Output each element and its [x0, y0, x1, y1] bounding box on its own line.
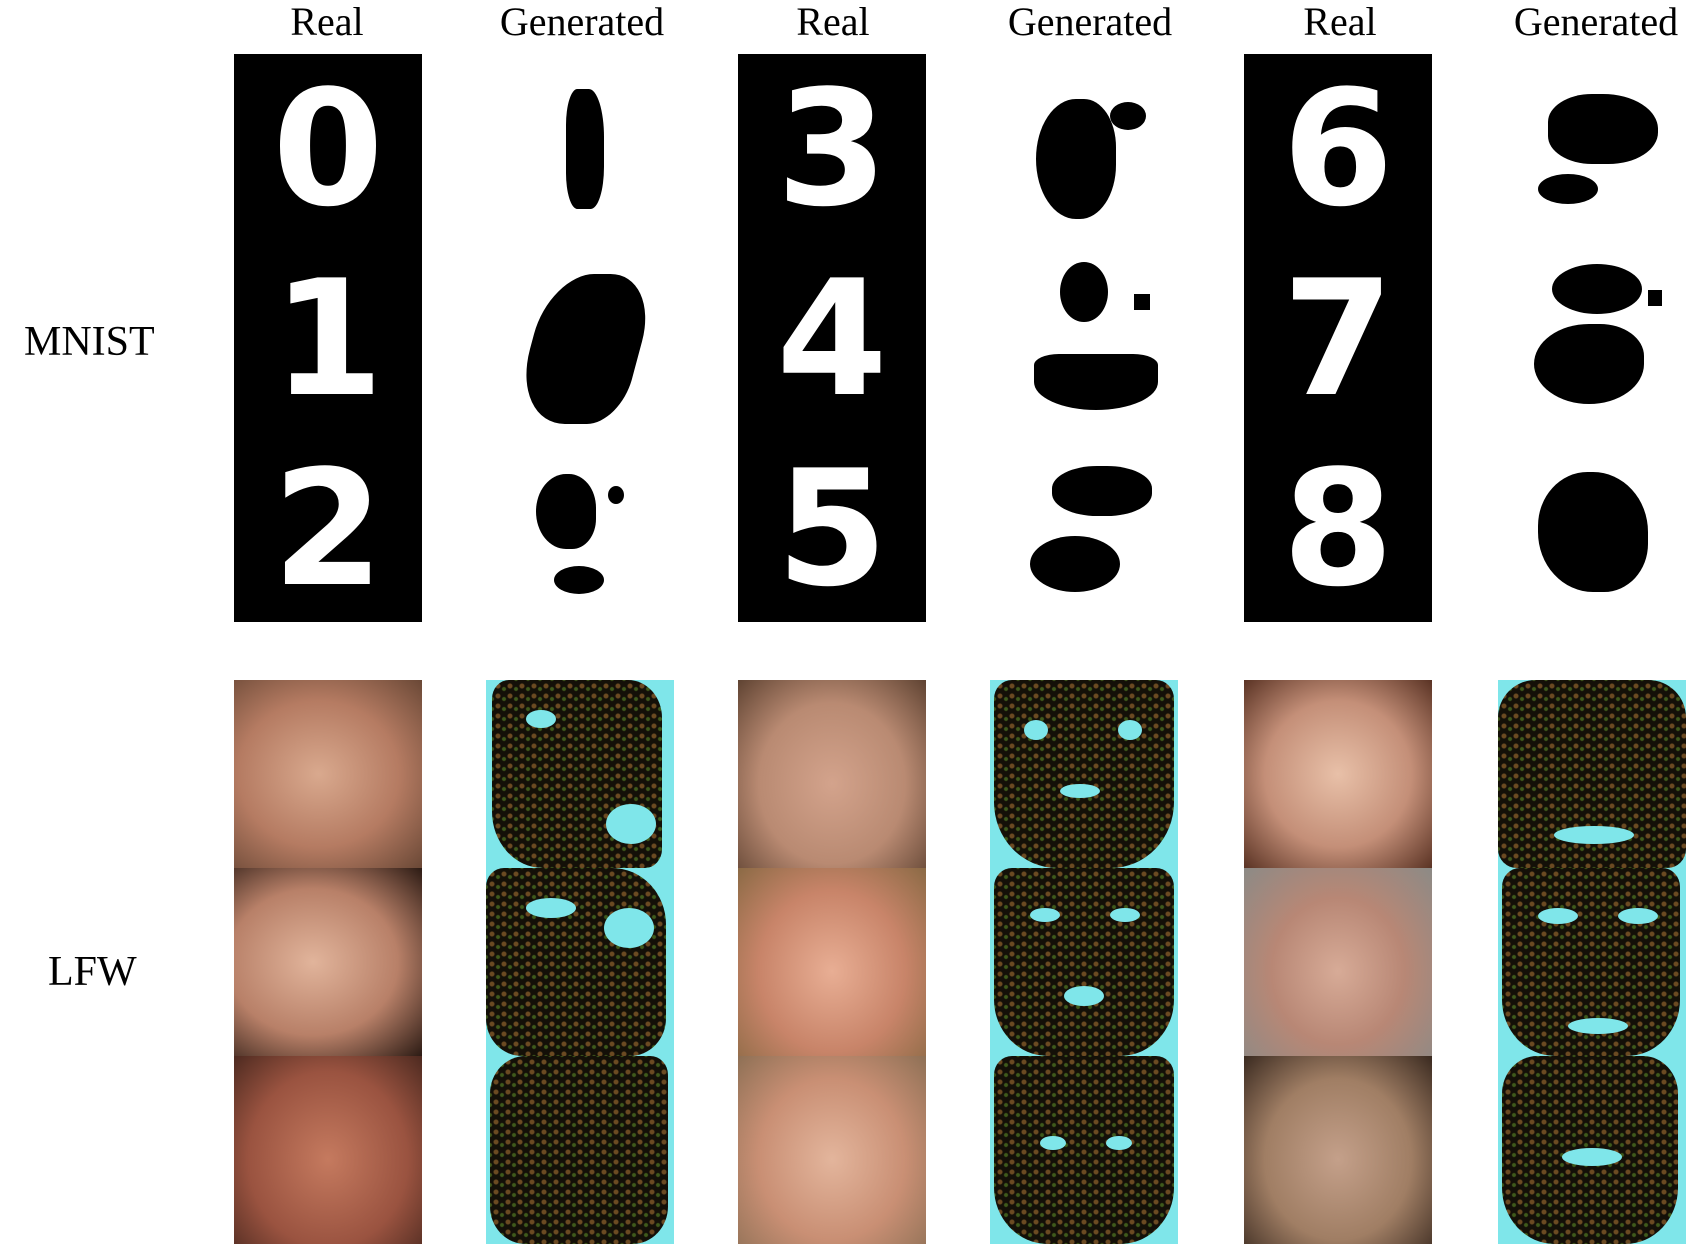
generated-digit-blob	[566, 89, 604, 209]
lfw-generated-face	[1498, 680, 1686, 868]
generated-digit-blob	[1648, 290, 1662, 306]
generated-digit-blob	[536, 474, 596, 549]
generated-digit-blob	[1548, 94, 1658, 164]
generated-digit-blob	[1538, 174, 1598, 204]
generated-digit-blob	[608, 486, 624, 504]
lfw-real-face	[1244, 868, 1432, 1056]
mnist-real-digit: 0	[272, 55, 384, 242]
lfw-real-face	[1244, 680, 1432, 868]
lfw-generated-face	[486, 680, 674, 868]
lfw-real-face	[234, 1056, 422, 1244]
row-label-mnist: MNIST	[24, 319, 155, 365]
mnist-real-digit: 8	[1282, 435, 1394, 622]
mnist-real-digit: 3	[776, 55, 888, 242]
generated-digit-blob	[1060, 262, 1108, 322]
lfw-generated-face	[1498, 868, 1686, 1056]
mnist-real-column-1: 0 1 2	[234, 54, 422, 622]
generated-digit-blob	[1538, 472, 1648, 592]
generated-digit-blob	[1052, 466, 1152, 516]
mnist-real-column-2: 3 4 5	[738, 54, 926, 622]
lfw-real-face	[738, 868, 926, 1056]
mnist-real-column-3: 6 7 8	[1244, 54, 1432, 622]
mnist-real-digit: 4	[776, 245, 888, 432]
column-header-generated-1: Generated	[499, 0, 665, 44]
lfw-real-face	[738, 680, 926, 868]
generated-digit-blob	[509, 274, 661, 424]
generated-digit-blob	[1552, 264, 1642, 314]
lfw-generated-face	[990, 868, 1178, 1056]
generated-digit-blob	[1030, 536, 1120, 592]
generated-digit-blob	[1134, 294, 1150, 310]
mnist-real-digit: 6	[1282, 55, 1394, 242]
lfw-generated-face	[990, 1056, 1178, 1244]
row-label-lfw: LFW	[48, 949, 137, 995]
lfw-real-face	[1244, 1056, 1432, 1244]
column-header-generated-2: Generated	[1007, 0, 1173, 44]
lfw-real-face	[738, 1056, 926, 1244]
generated-digit-blob	[554, 566, 604, 594]
mnist-generated-column-2	[990, 54, 1178, 622]
lfw-generated-face	[486, 1056, 674, 1244]
column-header-real-3: Real	[1303, 0, 1377, 44]
column-header-real-2: Real	[796, 0, 870, 44]
generated-digit-blob	[1036, 99, 1116, 219]
lfw-generated-face	[1498, 1056, 1686, 1244]
mnist-real-digit: 2	[272, 435, 384, 622]
generated-digit-blob	[1034, 354, 1158, 410]
lfw-real-face	[234, 680, 422, 868]
lfw-generated-face	[990, 680, 1178, 868]
generated-digit-blob	[1110, 102, 1146, 130]
mnist-real-digit: 7	[1282, 245, 1394, 432]
mnist-generated-column-1	[486, 54, 674, 622]
mnist-generated-column-3	[1498, 54, 1686, 622]
generated-digit-blob	[1534, 324, 1644, 404]
lfw-real-face	[234, 868, 422, 1056]
mnist-real-digit: 5	[776, 435, 888, 622]
lfw-generated-face	[486, 868, 674, 1056]
mnist-real-digit: 1	[272, 245, 384, 432]
column-header-generated-3: Generated	[1513, 0, 1679, 44]
column-header-real-1: Real	[290, 0, 364, 44]
